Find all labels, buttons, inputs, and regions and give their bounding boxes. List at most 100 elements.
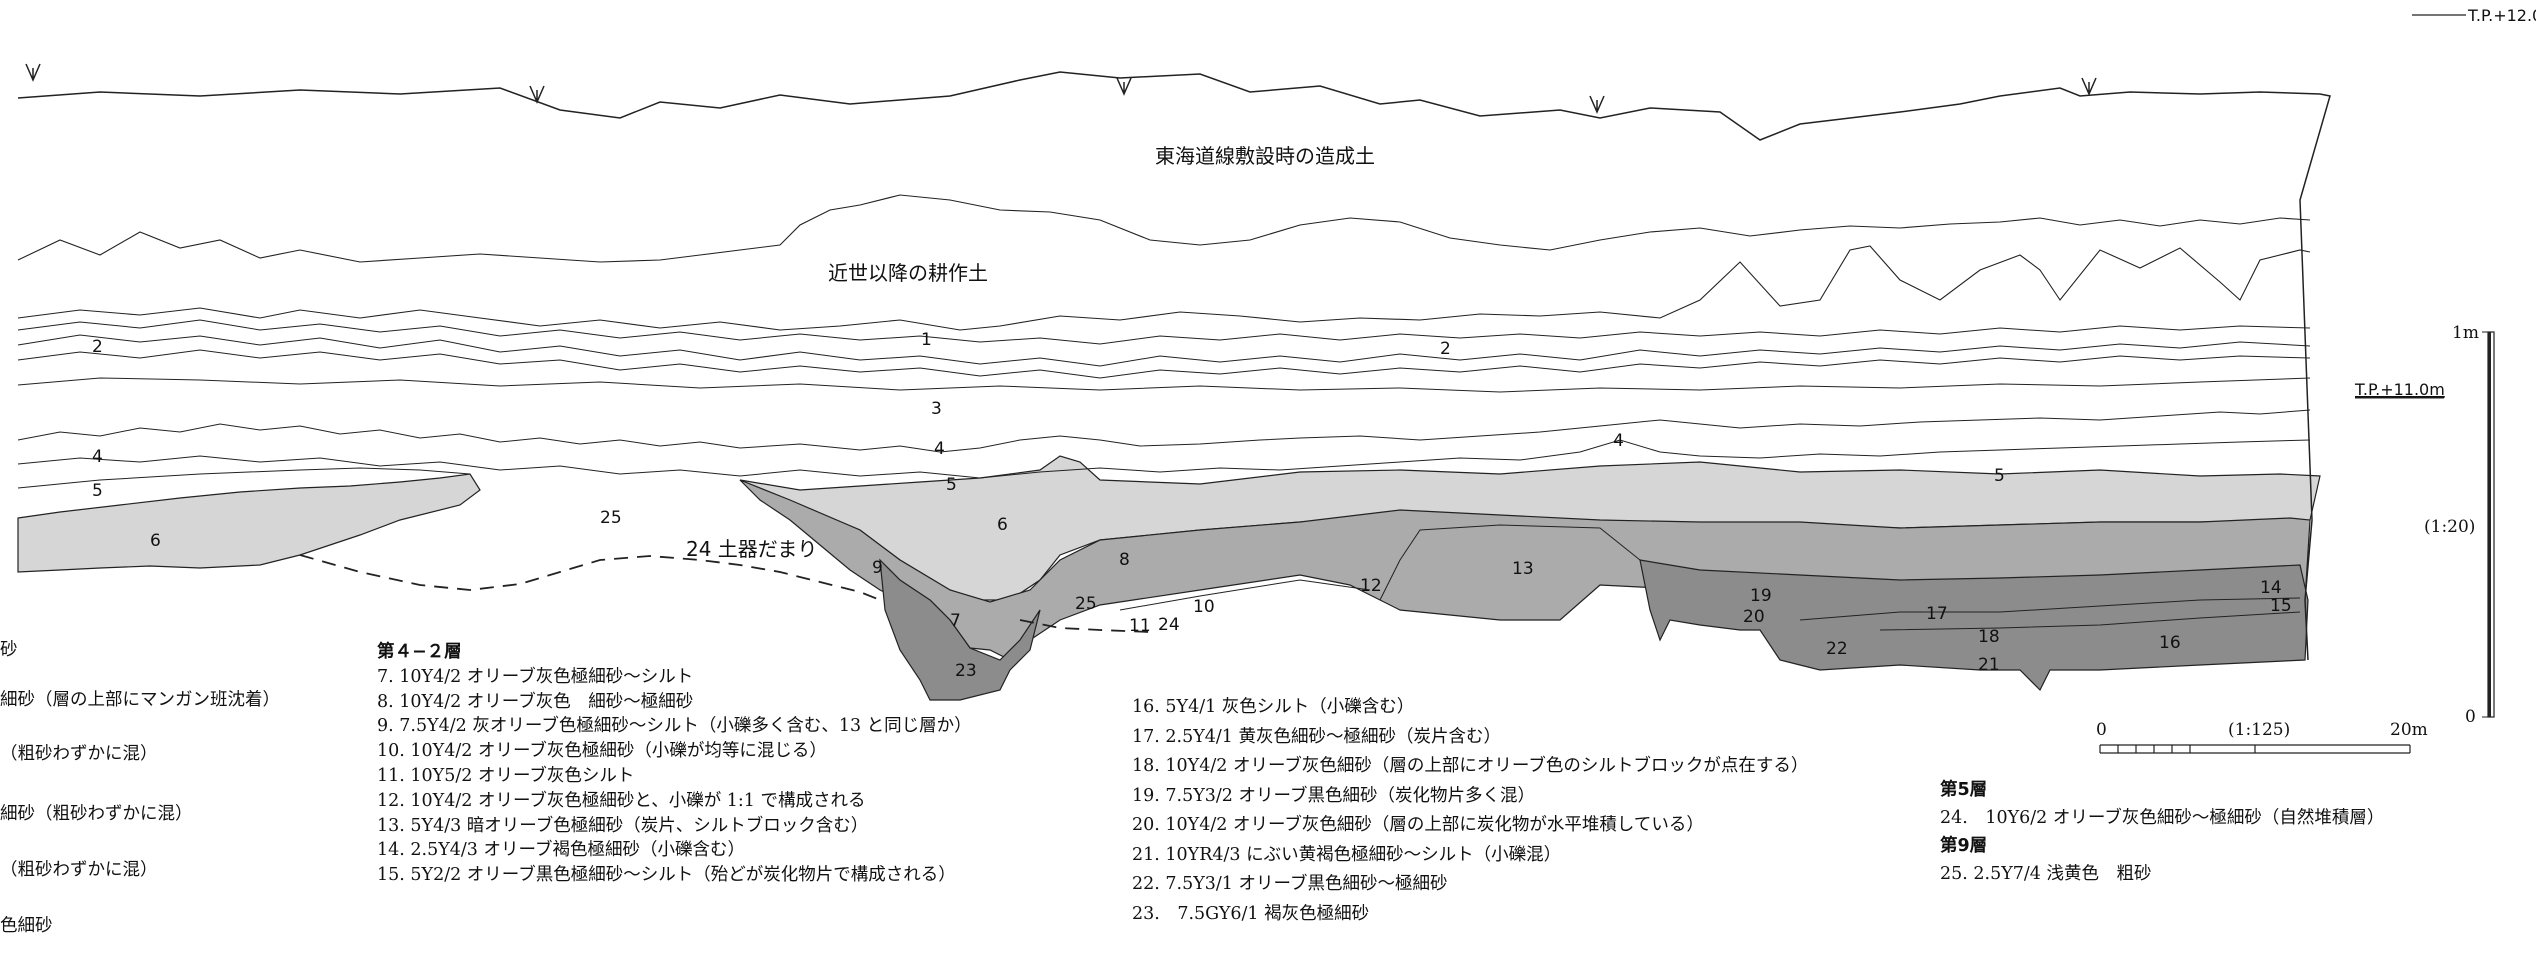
- legend-col3: 第5層 24. 10Y6/2 オリーブ灰色細砂〜極細砂（自然堆積層） 第9層 2…: [1940, 776, 2384, 888]
- legend-item-22: 22. 7.5Y3/1 オリーブ黒色細砂〜極細砂: [1132, 874, 1448, 894]
- legend-left-2: （粗砂わずかに混）: [0, 744, 158, 764]
- layer-num-19: 19: [1750, 586, 1772, 606]
- layer-num-5a: 5: [92, 481, 103, 501]
- legend-item-9: 9. 7.5Y4/2 灰オリーブ色極細砂〜シルト（小礫多く含む、13 と同じ層か…: [377, 716, 972, 737]
- layer-5-line: [17, 467, 471, 489]
- layer-num-4b: 4: [934, 439, 945, 459]
- legend-item-11: 11. 10Y5/2 オリーブ灰色シルト: [377, 765, 635, 786]
- legend-item-10: 10. 10Y4/2 オリーブ灰色極細砂（小礫が均等に混じる）: [377, 741, 827, 762]
- legend-item-23: 23. 7.5GY6/1 褐灰色極細砂: [1132, 903, 1370, 924]
- layer-num-2b: 2: [1440, 339, 1451, 359]
- layer-4-bottom-line: [17, 439, 2311, 479]
- layer-num-8: 8: [1119, 550, 1130, 570]
- layer-num-25a: 25: [600, 508, 622, 528]
- layer-num-11: 11: [1129, 616, 1151, 636]
- cultivated-bottom-line: [17, 245, 2311, 331]
- label-fill-top: 東海道線敷設時の造成土: [1155, 144, 1375, 168]
- layer-num-22: 22: [1826, 639, 1848, 659]
- vertical-scale-bar: [2482, 331, 2495, 718]
- layer-1-2-line: [17, 334, 2311, 367]
- vscale-bottom-label: 0: [2465, 707, 2476, 727]
- hscale-end-label: 20m: [2390, 720, 2428, 740]
- layer-num-21: 21: [1978, 655, 2000, 675]
- layer-num-15: 15: [2270, 596, 2292, 616]
- legend-item-14: 14. 2.5Y4/3 オリーブ褐色極細砂（小礫含む）: [377, 840, 745, 861]
- layer-17-line: [1799, 597, 2301, 621]
- legend-heading-5: 第5層: [1940, 780, 1988, 800]
- layer-10-line: [1119, 579, 1371, 611]
- layer-num-2a: 2: [92, 337, 103, 357]
- layer-16-line: [1879, 611, 2301, 631]
- layer-num-20: 20: [1743, 607, 1765, 627]
- layer-2-bottom-line: [17, 349, 2311, 379]
- legend-heading-9: 第9層: [1940, 836, 1988, 856]
- layer-num-24: 24: [1158, 615, 1180, 635]
- layer-num-23: 23: [955, 661, 977, 681]
- layer-6-left-fill: [17, 473, 481, 573]
- legend-item-13: 13. 5Y4/3 暗オリーブ色極細砂（炭片、シルトブロック含む）: [377, 815, 869, 836]
- layer-num-17: 17: [1926, 604, 1948, 624]
- layer-num-5b: 5: [946, 475, 957, 495]
- layer-12-13-line: [1379, 524, 1641, 601]
- label-pottery-pile: 24 土器だまり: [686, 537, 817, 561]
- legend-item-7: 7. 10Y4/2 オリーブ灰色極細砂〜シルト: [377, 666, 694, 687]
- horizontal-scale-bar: [2099, 744, 2411, 754]
- hscale-start-label: 0: [2096, 720, 2107, 740]
- label-cultivated-soil: 近世以降の耕作土: [828, 261, 988, 285]
- legend-left-partial: 砂 細砂（層の上部にマンガン班沈着） （粗砂わずかに混） 細砂（粗砂わずかに混）…: [0, 638, 280, 939]
- legend-item-18: 18. 10Y4/2 オリーブ灰色細砂（層の上部にオリーブ色のシルトブロックが点…: [1132, 756, 1809, 776]
- layer-4-top-line: [17, 409, 2311, 453]
- legend-item-15: 15. 5Y2/2 オリーブ黒色極細砂〜シルト（殆どが炭化物片で構成される）: [377, 865, 956, 886]
- layer-num-1: 1: [921, 330, 932, 350]
- legend-item-25: 25. 2.5Y7/4 浅黄色 粗砂: [1940, 864, 2152, 884]
- legend-item-24: 24. 10Y6/2 オリーブ灰色細砂〜極細砂（自然堆積層）: [1940, 808, 2385, 828]
- layer-num-18: 18: [1978, 627, 2000, 647]
- tp-mid-label: T.P.+11.0m: [2354, 380, 2445, 399]
- legend-left-4: （粗砂わずかに混）: [0, 860, 158, 880]
- layer-numbers: 1 2 2 3 4 4 4 5 5 5 6 6 7 8 9 10 11 12 1…: [92, 330, 2292, 681]
- layer-num-12: 12: [1360, 576, 1382, 596]
- layer-num-14: 14: [2260, 578, 2282, 598]
- legend-left-1: 細砂（層の上部にマンガン班沈着）: [0, 690, 280, 710]
- legend-left-3: 細砂（粗砂わずかに混）: [0, 804, 193, 824]
- layer-2-top-line: [17, 319, 2311, 345]
- vscale-ratio-label: (1:20): [2424, 517, 2475, 537]
- layer-7-23-fill: [879, 558, 1041, 701]
- layer-3-top-line: [17, 377, 2311, 393]
- legend-item-12: 12. 10Y4/2 オリーブ灰色極細砂と、小礫が 1:1 で構成される: [377, 790, 866, 811]
- cultivated-top-line: [17, 194, 2311, 263]
- legend-item-16: 16. 5Y4/1 灰色シルト（小礫含む）: [1132, 697, 1415, 717]
- layer-num-4a: 4: [92, 447, 103, 467]
- layer-num-16: 16: [2159, 633, 2181, 653]
- layer-num-4c: 4: [1613, 431, 1624, 451]
- layer-num-9: 9: [872, 558, 883, 578]
- surface-line: [17, 71, 2331, 661]
- layer-num-7: 7: [950, 611, 961, 631]
- legend-col2: 16. 5Y4/1 灰色シルト（小礫含む） 17. 2.5Y4/1 黄灰色細砂〜…: [1132, 693, 1808, 929]
- layer-num-13: 13: [1512, 559, 1534, 579]
- layer-num-25b: 25: [1075, 594, 1097, 614]
- legend-item-19: 19. 7.5Y3/2 オリーブ黒色細砂（炭化物片多く混）: [1132, 785, 1535, 806]
- legend-left-5: 色細砂: [0, 916, 53, 936]
- legend-item-21: 21. 10YR4/3 にぶい黄褐色極細砂〜シルト（小礫混）: [1132, 844, 1562, 865]
- legend-item-17: 17. 2.5Y4/1 黄灰色細砂〜極細砂（炭片含む）: [1132, 726, 1502, 747]
- layer-25-dashed-line: [299, 554, 881, 601]
- vscale-top-label: 1m: [2452, 323, 2479, 343]
- legend-item-8: 8. 10Y4/2 オリーブ灰色 細砂〜極細砂: [377, 691, 694, 712]
- legend-col1-heading: 第４−２層: [377, 642, 462, 662]
- legend-left-0: 砂: [0, 640, 18, 660]
- layer-num-3: 3: [931, 399, 942, 419]
- layer-num-5c: 5: [1994, 466, 2005, 486]
- layer-num-6b: 6: [997, 515, 1008, 535]
- layer-num-6a: 6: [150, 531, 161, 551]
- layer-14-22-fill: [1639, 559, 2309, 692]
- legend-item-20: 20. 10Y4/2 オリーブ灰色細砂（層の上部に炭化物が水平堆積している）: [1132, 815, 1704, 835]
- legend-col1: 第４−２層 7. 10Y4/2 オリーブ灰色極細砂〜シルト 8. 10Y4/2 …: [377, 640, 972, 888]
- layer-25-right-dashed: [1019, 619, 1151, 633]
- tp-top-label: T.P.+12.0m: [2467, 6, 2536, 25]
- layer-num-10: 10: [1193, 597, 1215, 617]
- hscale-ratio-label: (1:125): [2228, 720, 2290, 740]
- surface-markers: [25, 63, 2097, 114]
